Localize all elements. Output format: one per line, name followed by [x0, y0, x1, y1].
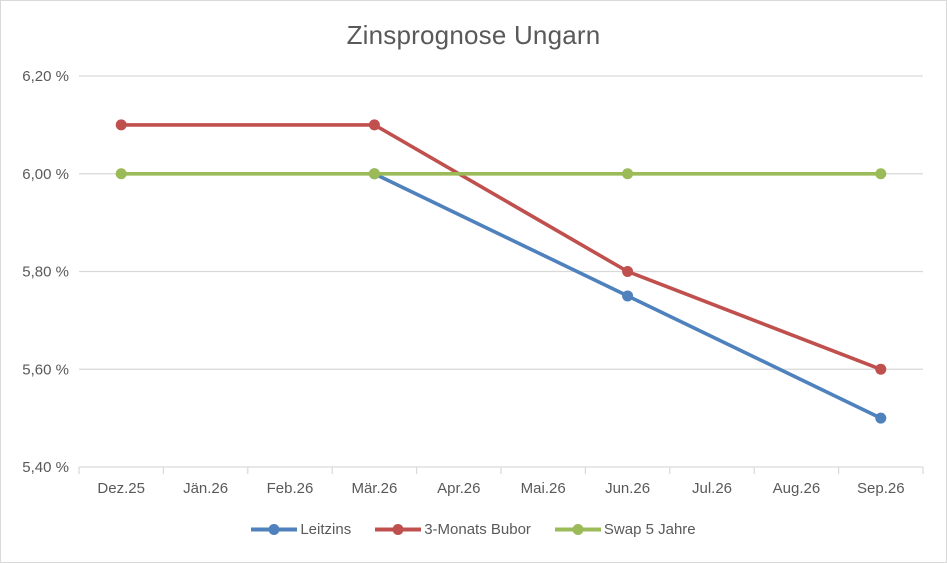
x-tick-label: Mär.26: [351, 480, 397, 497]
legend: Leitzins 3-Monats Bubor Swap 5 Jahre: [1, 521, 946, 538]
legend-label-leitzins: Leitzins: [300, 521, 352, 538]
data-point-3-monats-bubor: [622, 266, 634, 277]
x-tick-label: Feb.26: [267, 480, 314, 497]
data-point-swap-5-jahre: [622, 168, 634, 180]
x-tick-label: Mai.26: [521, 480, 566, 497]
data-point-swap-5-jahre: [115, 168, 127, 180]
legend-marker-swap-5-jahre-icon: [554, 524, 601, 535]
x-tick-label: Jän.26: [183, 480, 228, 497]
series-line-3-monats-bubor: [119, 123, 883, 372]
x-tick-label: Sep.26: [857, 480, 905, 497]
x-tick-label: Apr.26: [437, 480, 480, 497]
x-tick-label: Dez.25: [97, 480, 145, 497]
y-tick-label: 5,40 %: [22, 459, 69, 476]
x-tick-label: Aug.26: [773, 480, 821, 497]
y-tick-label: 5,80 %: [22, 264, 69, 281]
chart-title: Zinsprognose Ungarn: [346, 20, 601, 50]
legend-marker-3-monats-bubor-icon: [375, 524, 422, 535]
data-point-3-monats-bubor: [115, 119, 127, 131]
x-tick-label: Jul.26: [692, 480, 732, 497]
legend-item-3-monats-bubor: 3-Monats Bubor: [375, 521, 531, 538]
legend-label-3-monats-bubor: 3-Monats Bubor: [424, 521, 531, 538]
y-tick-label: 5,60 %: [22, 361, 69, 378]
data-point-leitzins: [875, 412, 887, 424]
y-tick-label: 6,20 %: [22, 68, 69, 85]
y-tick-label: 6,00 %: [22, 166, 69, 183]
data-point-3-monats-bubor: [368, 119, 380, 131]
x-tick-label: Jun.26: [605, 480, 650, 497]
data-point-leitzins: [622, 290, 634, 302]
legend-marker-leitzins-icon: [251, 524, 298, 535]
legend-item-leitzins: Leitzins: [251, 521, 351, 538]
legend-label-swap-5-jahre: Swap 5 Jahre: [603, 521, 696, 538]
data-point-3-monats-bubor: [875, 363, 887, 375]
data-point-swap-5-jahre: [368, 168, 380, 180]
data-point-swap-5-jahre: [875, 168, 887, 180]
legend-item-swap-5-jahre: Swap 5 Jahre: [554, 521, 696, 538]
